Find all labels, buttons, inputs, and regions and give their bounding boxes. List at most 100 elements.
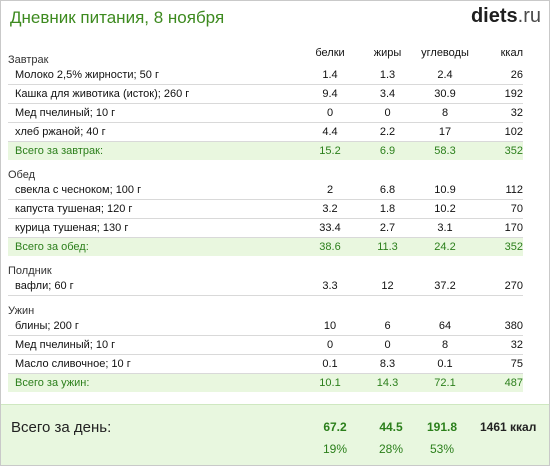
header-spacer <box>360 296 415 318</box>
food-carbs: 2.4 <box>415 66 475 85</box>
food-kcal: 32 <box>475 335 523 355</box>
food-fat: 8.3 <box>360 354 415 374</box>
food-fat: 6 <box>360 317 415 336</box>
food-name: Кашка для животика (исток); 260 г <box>8 84 300 104</box>
food-carbs: 10.9 <box>415 181 475 200</box>
header-spacer <box>300 256 360 277</box>
food-row[interactable]: блины; 200 г 10 6 64 380 <box>8 317 523 336</box>
day-fat-value: 44.5 <box>379 420 403 434</box>
meal-total-row: Всего за обед: 38.6 11.3 24.2 352 <box>8 237 523 256</box>
food-fat: 0 <box>360 103 415 123</box>
column-header-protein: белки <box>315 47 345 59</box>
food-protein: 9.4 <box>300 84 360 104</box>
meal-title: Полдник <box>8 265 52 277</box>
food-carbs: 0.1 <box>415 354 475 374</box>
meal-total-protein: 15.2 <box>300 141 360 160</box>
food-carbs: 3.1 <box>415 218 475 238</box>
food-row[interactable]: вафли; 60 г 3.3 12 37.2 270 <box>8 277 523 296</box>
column-header-kcal: ккал <box>500 47 523 59</box>
header-spacer <box>415 296 475 318</box>
food-carbs: 8 <box>415 103 475 123</box>
food-row[interactable]: капуста тушеная; 120 г 3.2 1.8 10.2 70 <box>8 199 523 219</box>
food-protein: 3.3 <box>300 277 360 296</box>
day-protein-value: 67.2 <box>323 420 347 434</box>
food-kcal: 70 <box>475 199 523 219</box>
food-protein: 0 <box>300 103 360 123</box>
food-fat: 3.4 <box>360 84 415 104</box>
food-row[interactable]: Кашка для животика (исток); 260 г 9.4 3.4 3… <box>8 84 523 104</box>
food-name: хлеб ржаной; 40 г <box>8 122 300 142</box>
header-spacer <box>415 256 475 277</box>
food-carbs: 8 <box>415 335 475 355</box>
food-name: Молоко 2,5% жирности; 50 г <box>8 66 300 85</box>
header-spacer <box>300 296 360 318</box>
meal-total-kcal: 487 <box>475 373 523 392</box>
meal-total-protein: 10.1 <box>300 373 360 392</box>
food-kcal: 192 <box>475 84 523 104</box>
logo-main-text: diets <box>470 5 518 27</box>
food-kcal: 380 <box>475 317 523 336</box>
meal-total-label: Всего за обед: <box>8 237 300 256</box>
food-kcal: 26 <box>475 66 523 85</box>
food-fat: 1.8 <box>360 199 415 219</box>
day-total-panel: Всего за день: 67.2 44.5 191.8 1461 ккал… <box>1 404 549 465</box>
meal-total-label: Всего за завтрак: <box>8 141 300 160</box>
meal-title: Ужин <box>8 305 35 317</box>
meal-header-row: Полдник <box>8 256 523 277</box>
food-row[interactable]: Масло сливочное; 10 г 0.1 8.3 0.1 75 <box>8 354 523 374</box>
food-row[interactable]: Молоко 2,5% жирности; 50 г 1.4 1.3 2.4 26 <box>8 66 523 85</box>
food-name: Мед пчелиный; 10 г <box>8 103 300 123</box>
food-row[interactable]: свекла с чесноком; 100 г 2 6.8 10.9 112 <box>8 181 523 200</box>
food-protein: 2 <box>300 181 360 200</box>
header-spacer <box>475 160 523 181</box>
day-protein-percent: 19% <box>322 442 348 456</box>
food-fat: 0 <box>360 335 415 355</box>
column-header-fat: жиры <box>373 47 402 59</box>
food-kcal: 32 <box>475 103 523 123</box>
site-logo[interactable]: diets.ru <box>471 5 541 28</box>
food-carbs: 64 <box>415 317 475 336</box>
food-row[interactable]: Мед пчелиный; 10 г 0 0 8 32 <box>8 103 523 123</box>
day-carbs-percent: 53% <box>429 442 455 456</box>
food-row[interactable]: Мед пчелиный; 10 г 0 0 8 32 <box>8 335 523 355</box>
meal-total-fat: 6.9 <box>360 141 415 160</box>
food-fat: 2.7 <box>360 218 415 238</box>
food-name: Мед пчелиный; 10 г <box>8 335 300 355</box>
meal-total-fat: 11.3 <box>360 237 415 256</box>
header-spacer <box>360 256 415 277</box>
food-kcal: 270 <box>475 277 523 296</box>
food-row[interactable]: курица тушеная; 130 г 33.4 2.7 3.1 170 <box>8 218 523 238</box>
food-kcal: 102 <box>475 122 523 142</box>
food-carbs: 17 <box>415 122 475 142</box>
food-row[interactable]: хлеб ржаной; 40 г 4.4 2.2 17 102 <box>8 122 523 142</box>
meal-total-fat: 14.3 <box>360 373 415 392</box>
meal-total-protein: 38.6 <box>300 237 360 256</box>
food-kcal: 112 <box>475 181 523 200</box>
food-protein: 1.4 <box>300 66 360 85</box>
meal-header-row: Завтрак белки жиры углеводы ккал <box>8 45 523 66</box>
meal-total-row: Всего за завтрак: 15.2 6.9 58.3 352 <box>8 141 523 160</box>
meal-total-row: Всего за ужин: 10.1 14.3 72.1 487 <box>8 373 523 392</box>
meal-total-carbs: 24.2 <box>415 237 475 256</box>
food-protein: 0.1 <box>300 354 360 374</box>
food-carbs: 30.9 <box>415 84 475 104</box>
header-spacer <box>360 160 415 181</box>
meal-total-carbs: 72.1 <box>415 373 475 392</box>
food-fat: 6.8 <box>360 181 415 200</box>
food-carbs: 10.2 <box>415 199 475 219</box>
column-header-carbs: углеводы <box>421 47 469 59</box>
food-name: вафли; 60 г <box>8 277 300 296</box>
food-fat: 2.2 <box>360 122 415 142</box>
day-total-label: Всего за день: <box>11 419 112 436</box>
meal-total-carbs: 58.3 <box>415 141 475 160</box>
meal-total-label: Всего за ужин: <box>8 373 300 392</box>
day-kcal-value: 1461 ккал <box>480 420 537 434</box>
food-protein: 3.2 <box>300 199 360 219</box>
header-spacer <box>475 296 523 318</box>
food-protein: 4.4 <box>300 122 360 142</box>
header-spacer <box>475 256 523 277</box>
day-carbs-value: 191.8 <box>426 420 458 434</box>
food-fat: 1.3 <box>360 66 415 85</box>
food-name: свекла с чесноком; 100 г <box>8 181 300 200</box>
